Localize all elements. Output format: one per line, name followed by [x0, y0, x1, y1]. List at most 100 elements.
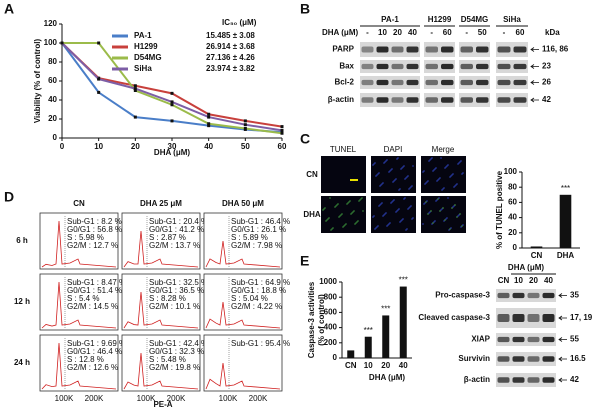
flow-column-label: DHA 50 μM: [222, 199, 264, 208]
y-axis-label: Caspase-3 activities: [307, 281, 316, 358]
legend-label: SiHa: [134, 64, 152, 73]
y-tick-label: 100: [44, 38, 58, 47]
blot-membrane: [459, 76, 490, 89]
kda-arrow: [558, 337, 567, 342]
kda-arrow: [558, 293, 567, 298]
flow-x-tick: 100K: [55, 394, 74, 403]
blot-band: [376, 97, 389, 103]
row-label: XIAP: [471, 335, 490, 344]
blot-band: [513, 97, 527, 103]
point: [170, 100, 174, 104]
cell-dot: [459, 213, 461, 215]
phase-value: Sub-G1 : 46.4 %: [231, 217, 290, 226]
y-tick-label: 60: [508, 198, 517, 207]
point: [170, 119, 174, 123]
blot-band: [497, 356, 510, 362]
blot-band: [513, 63, 527, 70]
cell-dot: [402, 218, 404, 220]
kda-arrow: [530, 97, 539, 103]
blot-band: [527, 292, 540, 299]
blot-band: [460, 63, 473, 70]
cell-dot: [345, 223, 347, 225]
blot-membrane: [424, 42, 455, 57]
blot-membrane: [424, 76, 455, 89]
phase-value: G2/M : 19.8 %: [149, 363, 200, 372]
blot-header: DHA (μM): [322, 28, 358, 37]
legend-label: H1299: [134, 42, 158, 51]
cell-dot: [399, 188, 401, 190]
flow-column-label: DHA 25 μM: [140, 199, 182, 208]
y-tick-label: 0: [53, 133, 58, 142]
flow-x-label: PE-A: [153, 400, 172, 409]
y-axis-label: % of TUNEL positive: [495, 170, 504, 249]
blot-band: [441, 63, 454, 70]
phase-value: G0/G1 : 46.4 %: [67, 347, 122, 356]
cell-dot: [426, 200, 428, 202]
y-tick-label: 60: [48, 76, 57, 85]
x-tick-label: 50: [241, 142, 250, 151]
row-label: Cleaved caspase-3: [418, 313, 490, 322]
bar: [364, 336, 372, 358]
blot-band: [512, 292, 525, 299]
y-tick-label: 0: [333, 353, 338, 362]
row-label: PARP: [332, 45, 354, 54]
flow-row-label: 24 h: [14, 358, 30, 367]
y-tick-label: 20: [508, 228, 517, 237]
cell-dot: [329, 197, 331, 199]
cell-dot: [404, 197, 406, 199]
row-label: β-actin: [328, 95, 354, 104]
histogram-frame: [39, 334, 119, 392]
significance: ***: [399, 276, 408, 285]
blot-band: [527, 377, 540, 383]
blot-band: [406, 97, 419, 103]
cell-dot: [406, 228, 408, 230]
y-tick-label: 1000: [319, 277, 337, 286]
lane-label: 10: [514, 276, 523, 285]
cell-dot: [423, 170, 425, 172]
blot-band: [512, 356, 525, 362]
legend-label: PA-1: [134, 31, 152, 40]
histogram-trace: [205, 362, 281, 390]
y-tick-label: 40: [48, 95, 57, 104]
image-column-label: DAPI: [384, 145, 403, 154]
blot-band: [391, 63, 404, 70]
micrograph: [421, 156, 466, 193]
lane-label: 60: [443, 28, 452, 37]
phase-value: Sub-G1 : 20.4 %: [149, 217, 208, 226]
x-tick-label: 10: [94, 142, 103, 151]
ic50-value: 15.485 ± 3.08: [206, 31, 255, 40]
bar: [347, 350, 355, 358]
x-tick-label: 60: [278, 142, 287, 151]
x-axis-label: DHA (μM): [369, 373, 405, 382]
cell-dot: [332, 227, 334, 229]
image-row-label: CN: [306, 170, 318, 179]
blot-membrane: [496, 60, 528, 73]
histogram-trace: [205, 240, 281, 268]
blot-membrane: [459, 42, 490, 57]
phase-value: G0/G1 : 36.5 %: [149, 286, 204, 295]
point: [207, 115, 211, 119]
phase-value: S : 5.48 %: [149, 355, 186, 364]
phase-value: Sub-G1 : 95.4 %: [231, 339, 290, 348]
blot-band: [513, 79, 527, 86]
point: [280, 128, 284, 132]
blot-band: [361, 46, 374, 53]
cell-dot: [349, 200, 351, 202]
cell-dot: [393, 199, 395, 201]
kda-value: 42: [570, 375, 579, 384]
histogram-frame: [39, 212, 119, 270]
blot-band: [476, 97, 489, 103]
significance: ***: [364, 326, 373, 335]
x-tick-label: CN: [345, 361, 357, 370]
bar: [382, 315, 390, 358]
blot-band: [361, 97, 374, 103]
blot-band: [542, 356, 555, 362]
cell-dot: [381, 202, 383, 204]
y-tick-label: 800: [324, 292, 338, 301]
y-tick-label: 400: [324, 323, 338, 332]
cell-dot: [389, 222, 391, 224]
cell-dot: [412, 165, 414, 167]
cell-dot: [397, 157, 399, 159]
cell-dot: [407, 175, 409, 177]
cell-dot: [411, 185, 413, 187]
